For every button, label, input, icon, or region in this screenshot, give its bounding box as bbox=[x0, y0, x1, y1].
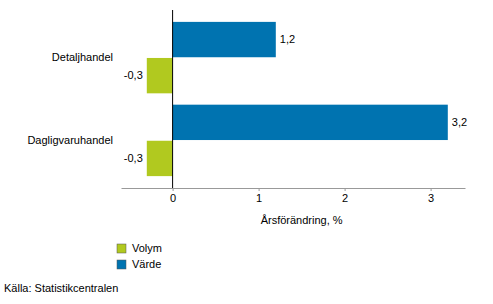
bar bbox=[173, 22, 276, 57]
data-label: -0,3 bbox=[124, 152, 143, 164]
legend-item: Värde bbox=[117, 258, 161, 270]
category-label: Dagligvaruhandel bbox=[27, 134, 113, 146]
legend-swatch bbox=[117, 244, 126, 253]
y-tick: Detaljhandel bbox=[52, 51, 113, 63]
data-label: 3,2 bbox=[452, 116, 467, 128]
y-axis: Detaljhandel Dagligvaruhandel bbox=[27, 51, 113, 146]
x-axis: 0 1 2 3 bbox=[122, 188, 466, 204]
x-axis-title: Årsförändring, % bbox=[261, 214, 343, 226]
y-tick: Dagligvaruhandel bbox=[27, 134, 113, 146]
legend-label: Volym bbox=[132, 242, 162, 254]
category-label: Detaljhandel bbox=[52, 51, 113, 63]
bars bbox=[147, 22, 448, 176]
data-label: -0,3 bbox=[124, 69, 143, 81]
zero-line bbox=[172, 10, 173, 188]
x-tick: 1 bbox=[256, 188, 262, 204]
bar bbox=[147, 141, 173, 176]
x-tick-mark bbox=[345, 188, 346, 191]
bar bbox=[173, 105, 448, 140]
x-tick: 2 bbox=[342, 188, 348, 204]
x-tick-label: 3 bbox=[428, 192, 434, 204]
x-tick-mark bbox=[173, 188, 174, 191]
x-tick-mark bbox=[431, 188, 432, 191]
data-labels: -0,3 -0,3 1,2 3,2 bbox=[124, 33, 467, 164]
legend: Volym Värde bbox=[117, 242, 162, 270]
chart: -0,3 -0,3 1,2 3,2 0 1 2 3 Årsförändring, % Detalj… bbox=[0, 0, 493, 304]
x-tick: 0 bbox=[170, 188, 176, 204]
bar bbox=[147, 58, 173, 93]
x-tick: 3 bbox=[428, 188, 434, 204]
source: Källa: Statistikcentralen bbox=[4, 282, 118, 294]
x-tick-label: 0 bbox=[170, 192, 176, 204]
legend-swatch bbox=[117, 260, 126, 269]
x-tick-mark bbox=[259, 188, 260, 191]
x-tick-label: 2 bbox=[342, 192, 348, 204]
data-label: 1,2 bbox=[280, 33, 295, 45]
legend-item: Volym bbox=[117, 242, 162, 254]
x-tick-label: 1 bbox=[256, 192, 262, 204]
legend-label: Värde bbox=[132, 258, 161, 270]
